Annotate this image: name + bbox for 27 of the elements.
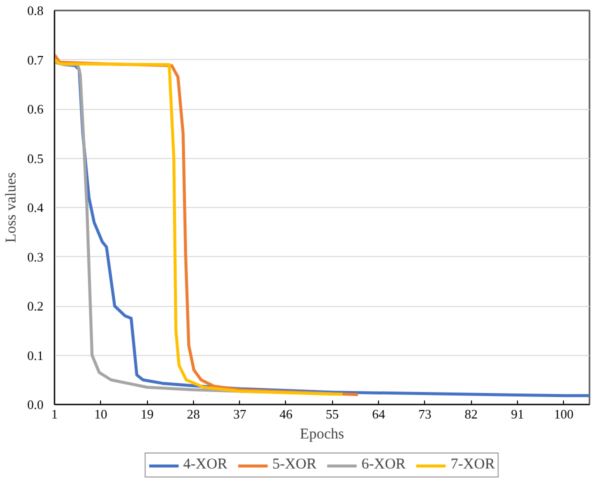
y-tick-label: 0.8 [27,3,44,18]
x-tick-label: 100 [554,406,574,422]
legend-label: 5-XOR [272,456,316,474]
y-tick-label: 0.0 [27,397,44,412]
legend-label: 7-XOR [450,456,495,474]
x-tick-label: 10 [94,406,108,422]
x-tick-label: 28 [186,406,200,422]
y-axis-title: Loss values [3,172,20,243]
x-tick-label: 73 [418,406,432,422]
x-tick-label: 91 [510,406,524,422]
y-tick-label: 0.7 [27,52,44,68]
x-tick-label: 82 [464,406,478,422]
x-tick-label: 64 [372,406,386,422]
y-tick-label: 0.5 [27,150,44,166]
x-tick-label: 46 [279,406,293,422]
y-tick-label: 0.4 [27,200,44,215]
y-tick-label: 0.1 [27,348,44,363]
x-axis-title: Epochs [300,426,344,442]
y-tick-label: 0.3 [27,249,44,264]
legend-label: 6-XOR [362,456,406,474]
y-tick-label: 0.2 [27,298,44,314]
x-tick-label: 19 [140,406,154,422]
x-tick-label: 1 [51,406,58,422]
legend-label: 4-XOR [183,456,228,474]
x-tick-label: 55 [326,406,339,422]
x-tick-label: 37 [233,406,247,422]
y-tick-label: 0.6 [27,102,44,116]
